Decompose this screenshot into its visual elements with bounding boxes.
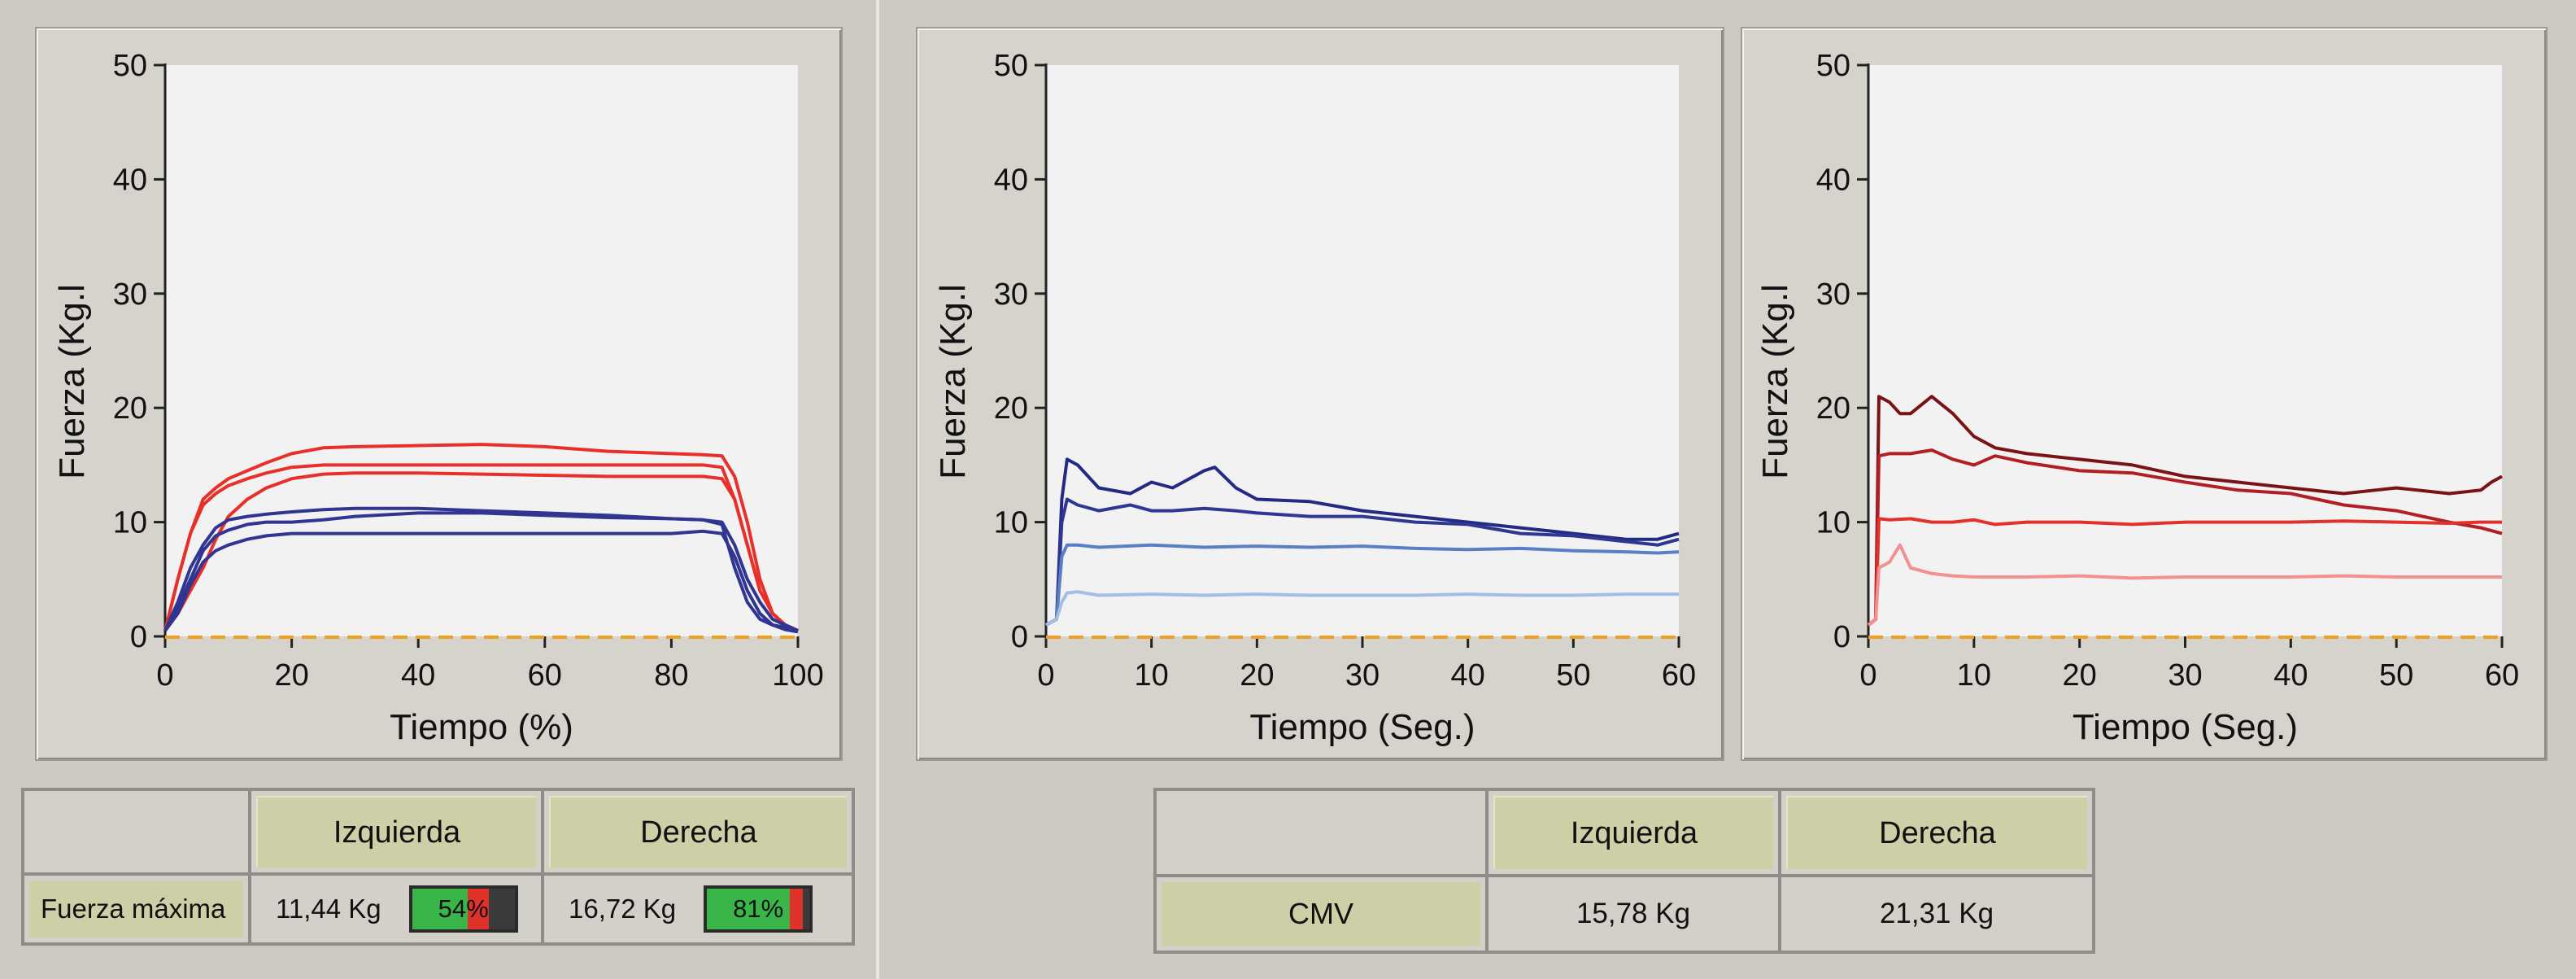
- cmv-table: Izquierda Derecha CMV 15,78 Kg 21,31 Kg: [1153, 788, 2095, 954]
- series-line-4: [1867, 543, 2502, 627]
- x-tick-label: 0: [1037, 658, 1054, 693]
- panel-separator: [876, 0, 879, 979]
- row-label-cmv: CMV: [1162, 882, 1480, 946]
- series-line-5: [163, 511, 799, 632]
- cmv-table-corner-cell: [1153, 788, 1489, 877]
- x-tick-label: 60: [528, 658, 562, 693]
- x-tick-label: 20: [2063, 658, 2097, 693]
- left-percentage-fill: [412, 889, 468, 929]
- cmv-column-header-derecha: Derecha: [1786, 796, 2087, 869]
- cmv-left-value-cell: 15,78 Kg: [1485, 874, 1781, 954]
- x-tick-label: 0: [156, 658, 173, 693]
- x-tick-label: 60: [1662, 658, 1696, 693]
- chart-right-time: 0 10 20 30 40 50 0 10 20 30 40 50 60 Tiempo (Seg.) Fue…: [1755, 49, 2519, 747]
- cmv-header-derecha-cell: Derecha: [1778, 788, 2095, 877]
- right-percentage-remainder: [790, 889, 804, 929]
- right-percentage-bar: 81%: [704, 885, 813, 933]
- y-tick-label: 50: [994, 49, 1028, 83]
- left-value-cell: 11,44 Kg 54%: [248, 872, 544, 946]
- series-line-3: [163, 471, 799, 632]
- y-tick-label: 30: [113, 278, 147, 312]
- y-tick-label: 30: [1816, 278, 1850, 312]
- y-tick-label: 40: [113, 163, 147, 197]
- table-corner-cell: [21, 788, 251, 876]
- x-tick-label: 10: [1957, 658, 1991, 693]
- x-tick-label: 0: [1859, 658, 1876, 693]
- plot-area: [1046, 65, 1679, 636]
- right-percentage-text: 81%: [733, 894, 784, 923]
- left-percentage-remainder: [467, 889, 489, 929]
- chart-panel-percent: 0 10 20 30 40 50 0 20 40 60 80 100 Tiempo (%) Fuerza …: [35, 27, 843, 761]
- left-percentage-bar: 54%: [408, 885, 518, 933]
- y-tick-label: 50: [1816, 49, 1850, 83]
- y-axis-title: Fuerza (Kg.l: [52, 284, 92, 479]
- row-label-fuerza-maxima: Fuerza máxima: [29, 881, 243, 937]
- x-tick-label: 60: [2485, 658, 2519, 693]
- y-tick-label: 50: [113, 49, 147, 83]
- x-axis-title: Tiempo (Seg.): [1249, 707, 1475, 747]
- right-percentage-fill: [707, 889, 791, 929]
- cmv-header-izquierda-cell: Izquierda: [1485, 788, 1781, 877]
- y-axis-title: Fuerza (Kg.l: [933, 284, 973, 479]
- x-axis-title: Tiempo (Seg.): [2073, 707, 2298, 747]
- x-axis-title: Tiempo (%): [390, 707, 573, 747]
- left-percentage-text: 54%: [438, 894, 489, 923]
- y-axis-title: Fuerza (Kg.l: [1755, 284, 1795, 479]
- series-line-1: [1045, 457, 1680, 627]
- x-tick-label: 20: [274, 658, 308, 693]
- cmv-right-value: 21,31 Kg: [1879, 898, 1994, 929]
- series-line-1: [1867, 395, 2503, 627]
- x-tick-label: 10: [1135, 658, 1169, 693]
- x-tick-label: 50: [2379, 658, 2413, 693]
- chart-panel-right-time: 0 10 20 30 40 50 0 10 20 30 40 50 60 Tiempo (Seg.) Fue…: [1741, 27, 2548, 761]
- series-line-6: [163, 529, 799, 634]
- series-line-3: [1045, 543, 1680, 627]
- chart-left-time: 0 10 20 30 40 50 0 10 20 30 40 50 60 Tiempo (Seg.) Fue…: [933, 49, 1696, 747]
- max-force-table: Izquierda Derecha Fuerza máxima 11,44 Kg…: [21, 788, 855, 946]
- y-tick-label: 40: [994, 163, 1028, 197]
- x-tick-label: 50: [1556, 658, 1590, 693]
- y-tick-label: 30: [994, 278, 1028, 312]
- y-tick-label: 0: [1011, 620, 1028, 654]
- x-tick-label: 30: [1345, 658, 1380, 693]
- plot-area: [165, 65, 798, 636]
- series-line-3: [1867, 517, 2502, 627]
- right-value-cell: 16,72 Kg 81%: [541, 872, 855, 946]
- cmv-row-label-cell: CMV: [1153, 874, 1489, 954]
- y-tick-label: 10: [113, 506, 147, 540]
- column-header-izquierda: Izquierda: [256, 796, 536, 868]
- right-max-force-value: 16,72 Kg: [569, 894, 677, 924]
- plot-area: [1868, 65, 2502, 636]
- column-header-derecha: Derecha: [549, 796, 847, 868]
- x-tick-label: 80: [654, 658, 688, 693]
- chart-percent: 0 10 20 30 40 50 0 20 40 60 80 100 Tiempo (%) Fuerza …: [52, 49, 824, 747]
- x-tick-label: 30: [2168, 658, 2202, 693]
- cmv-column-header-izquierda: Izquierda: [1493, 796, 1773, 869]
- y-tick-label: 0: [1833, 620, 1850, 654]
- x-tick-label: 40: [1451, 658, 1485, 693]
- x-tick-label: 20: [1240, 658, 1274, 693]
- y-tick-label: 20: [113, 391, 147, 426]
- y-tick-label: 20: [994, 391, 1028, 426]
- x-tick-label: 100: [772, 658, 823, 693]
- header-izquierda-cell: Izquierda: [248, 788, 544, 876]
- series-line-2: [1045, 497, 1680, 627]
- y-tick-label: 40: [1816, 163, 1850, 197]
- chart-panel-left-time: 0 10 20 30 40 50 0 10 20 30 40 50 60 Tiempo (Seg.) Fue…: [916, 27, 1724, 761]
- series-line-2: [1867, 448, 2503, 627]
- series-line-1: [163, 443, 799, 632]
- series-line-4: [163, 506, 799, 632]
- y-tick-label: 20: [1816, 391, 1850, 426]
- left-max-force-value: 11,44 Kg: [276, 894, 381, 924]
- cmv-right-value-cell: 21,31 Kg: [1778, 874, 2095, 954]
- x-tick-label: 40: [401, 658, 435, 693]
- series-line-4: [1045, 590, 1679, 627]
- row-label-cell: Fuerza máxima: [21, 872, 251, 946]
- x-tick-label: 40: [2273, 658, 2308, 693]
- y-tick-label: 0: [130, 620, 147, 654]
- y-tick-label: 10: [1816, 506, 1850, 540]
- y-tick-label: 10: [994, 506, 1028, 540]
- cmv-left-value: 15,78 Kg: [1576, 898, 1691, 929]
- header-derecha-cell: Derecha: [541, 788, 855, 876]
